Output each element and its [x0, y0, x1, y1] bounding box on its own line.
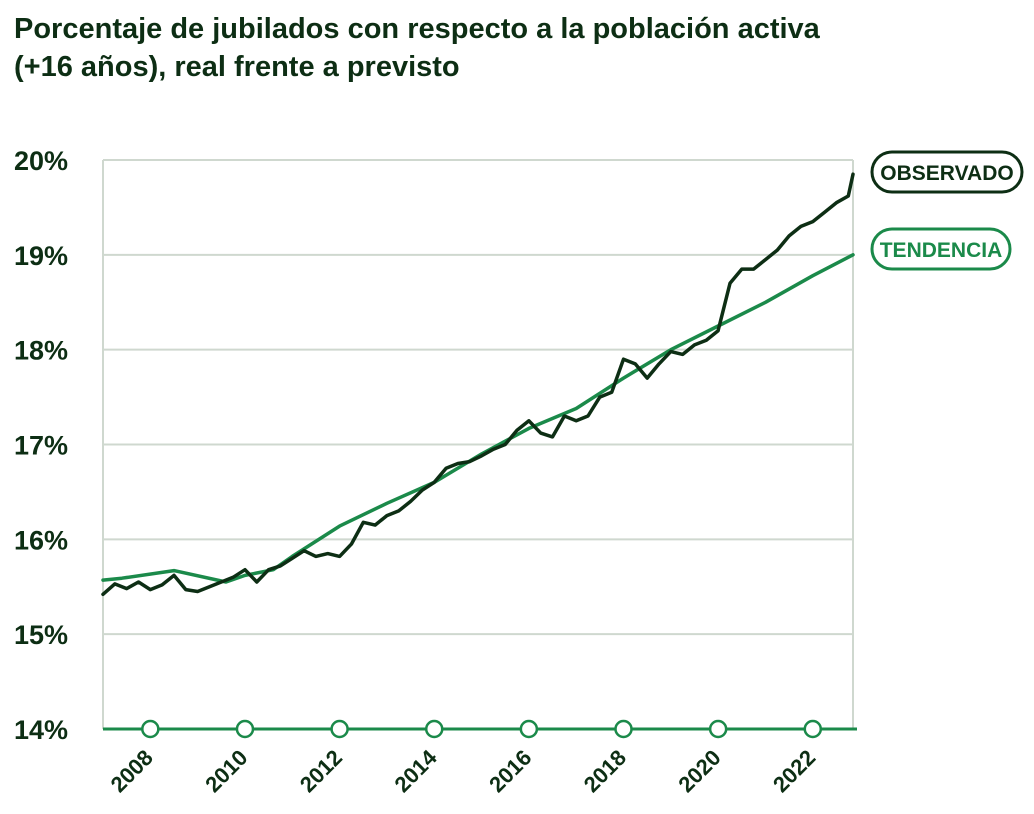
series-layer — [101, 172, 855, 597]
x-tick-label: 2010 — [200, 745, 252, 797]
legend-pill — [870, 227, 1012, 271]
x-tick-label: 2020 — [673, 745, 725, 797]
x-tick-label: 2008 — [106, 745, 158, 797]
y-tick-label: 17% — [14, 431, 68, 461]
series-line-observado — [101, 172, 855, 597]
y-tick-label: 15% — [14, 620, 68, 650]
x-tick-label: 2012 — [295, 745, 347, 797]
x-tick-marker — [803, 719, 823, 739]
y-tick-label: 14% — [14, 715, 68, 745]
chart-title-line-1: Porcentaje de jubilados con respecto a l… — [14, 13, 820, 45]
legend-item-tendencia: TENDENCIA — [870, 227, 1012, 271]
x-tick-marker — [141, 719, 160, 739]
legend: OBSERVADO TENDENCIA — [870, 150, 1024, 271]
series-line-tendencia — [101, 253, 855, 584]
x-tick-label: 2016 — [484, 745, 536, 797]
legend-label: TENDENCIA — [880, 239, 1003, 262]
x-tick-marker — [424, 719, 444, 739]
legend-pill — [870, 150, 1024, 194]
x-tick-label: 2022 — [768, 745, 820, 797]
chart-title: Porcentaje de jubilados con respecto a l… — [14, 10, 994, 86]
legend-item-observado: OBSERVADO — [870, 150, 1024, 194]
legend-label: OBSERVADO — [880, 162, 1013, 185]
x-axis-ticks: 2008 2010 2012 2014 2016 2018 2020 2022 — [106, 719, 823, 797]
x-tick-marker — [708, 719, 728, 739]
y-tick-label: 18% — [14, 336, 68, 366]
x-tick-marker — [614, 719, 633, 739]
x-tick-marker — [519, 719, 539, 739]
chart-title-line-2: (+16 años), real frente a previsto — [14, 51, 460, 83]
grid-layer — [102, 159, 857, 731]
x-tick-label: 2018 — [579, 745, 631, 797]
x-tick-marker — [235, 719, 255, 739]
x-tick-label: 2014 — [389, 744, 442, 797]
y-tick-label: 16% — [14, 525, 68, 555]
y-tick-label: 19% — [14, 241, 68, 271]
y-tick-label: 20% — [14, 146, 68, 176]
x-tick-marker — [330, 719, 349, 739]
y-axis-ticks: 14% 15% 16% 17% 18% 19% 20% — [14, 146, 68, 745]
